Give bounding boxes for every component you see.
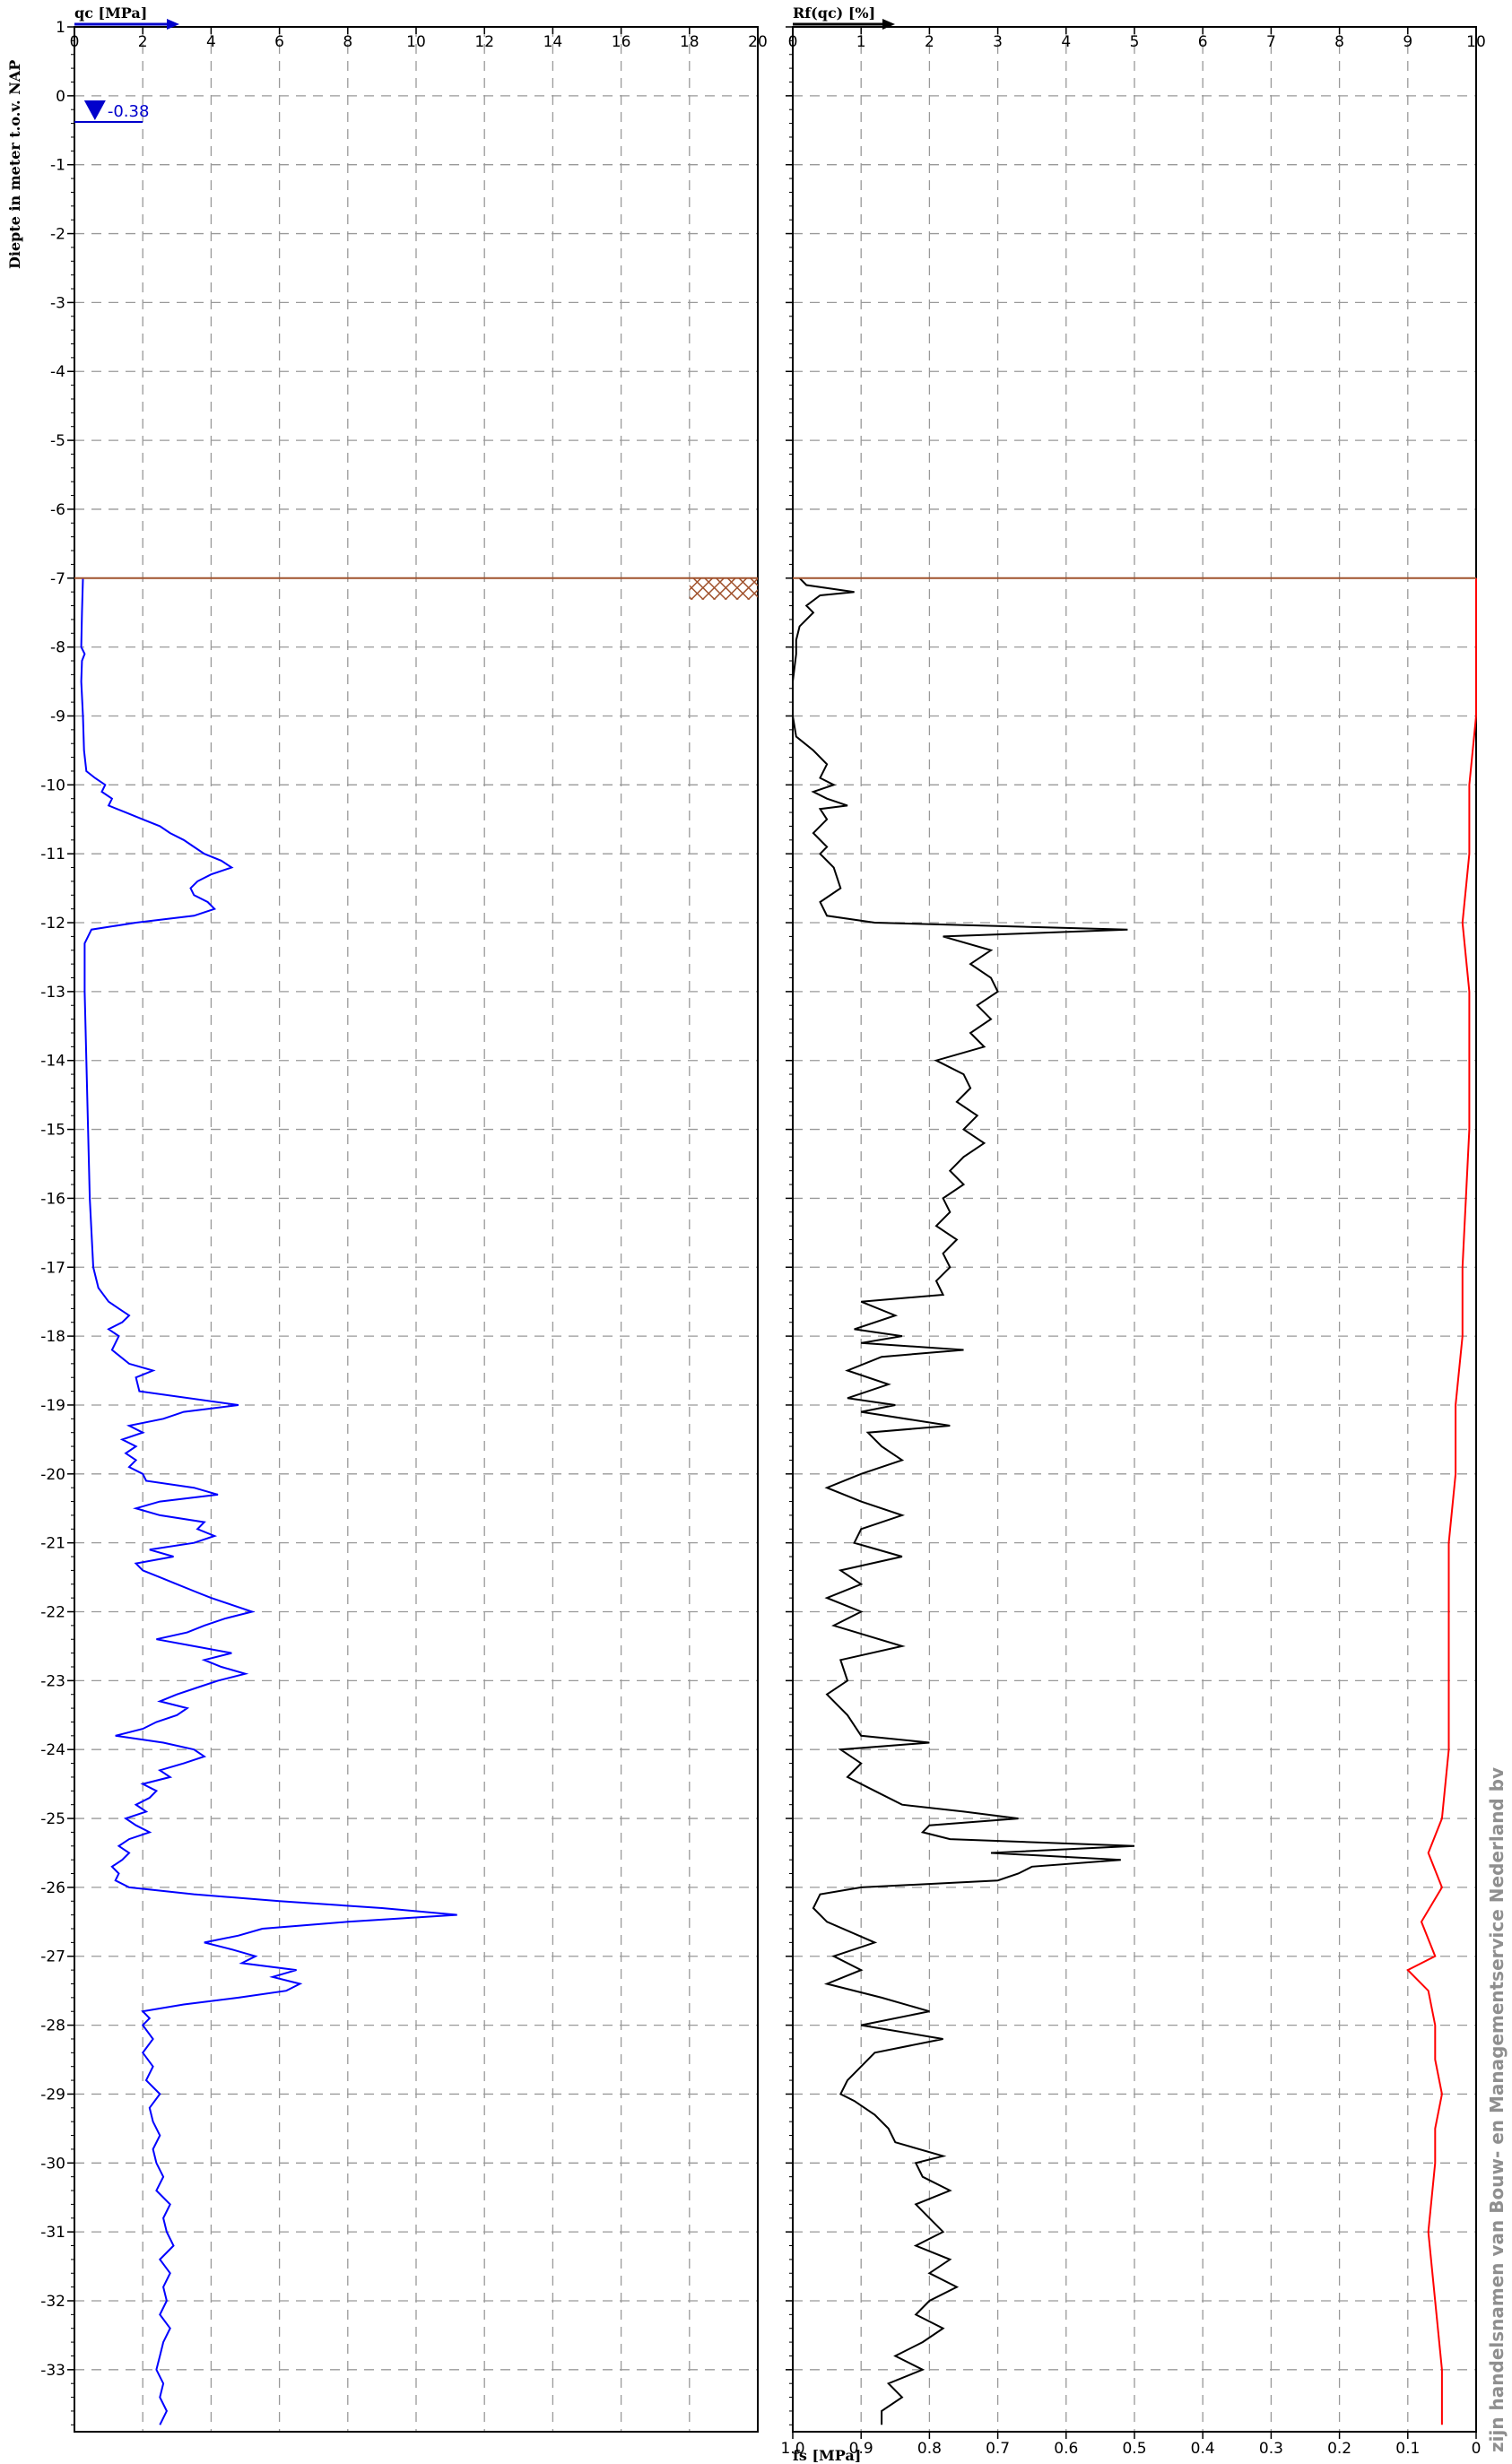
qc-axis-label: qc [MPa] [74, 4, 147, 22]
depth-tick-label: -32 [40, 2293, 65, 2311]
depth-tick-label: -26 [40, 1879, 65, 1897]
watermark-text: zijn handelsnamen van Bouw- en Managemen… [1486, 1767, 1508, 2452]
depth-tick-label: 0 [56, 88, 65, 106]
rf-panel-frame [792, 26, 1477, 2433]
depth-tick-label: -8 [50, 639, 65, 657]
depth-tick-label: -6 [50, 501, 65, 519]
depth-tick-label: -14 [40, 1053, 65, 1071]
depth-tick-label: -29 [40, 2086, 65, 2104]
qc-tick-label: 12 [474, 33, 494, 51]
qc-tick-label: 16 [612, 33, 631, 51]
depth-tick-label: -11 [40, 846, 65, 863]
groundwater-label: -0.38 [108, 102, 150, 121]
fs-tick-label: 0.8 [917, 2440, 942, 2458]
qc-tick-label: 14 [543, 33, 563, 51]
depth-tick-label: -16 [40, 1190, 65, 1208]
rf-tick-label: 4 [1061, 33, 1071, 51]
groundwater-triangle-icon [83, 100, 106, 121]
qc-series-line [80, 577, 457, 2425]
rf-tick-label: 9 [1403, 33, 1412, 51]
depth-tick-label: -20 [40, 1466, 65, 1484]
depth-tick-label: -27 [40, 1948, 65, 1966]
depth-tick-label: -13 [40, 984, 65, 1002]
qc-panel: 10-1-2-3-4-5-6-7-8-9-10-11-12-13-14-15-1… [6, 4, 793, 2433]
rf-tick-label: 3 [993, 33, 1003, 51]
fs-axis-ticks: 1.0 0.9 0.8 0.7 0.6 0.5 0.4 0.3 0.2 0.1 0 [780, 2432, 1481, 2458]
depth-tick-label: -2 [50, 226, 65, 244]
rf-panel: 0 1 2 3 4 5 6 7 8 9 10 1.0 0.9 0.8 0.7 0.6 0.5 0.4 0.3 0.2… [780, 4, 1485, 2464]
fs-tick-label: 0.6 [1054, 2440, 1078, 2458]
rf-tick-label: 6 [1198, 33, 1208, 51]
depth-tick-label: -4 [50, 363, 65, 381]
depth-tick-label: -10 [40, 777, 65, 794]
depth-tick-label: -25 [40, 1810, 65, 1828]
depth-tick-label: -33 [40, 2362, 65, 2380]
depth-tick-label: -15 [40, 1122, 65, 1140]
depth-tick-label: -12 [40, 915, 65, 933]
depth-tick-label: -31 [40, 2224, 65, 2242]
depth-tick-label: -19 [40, 1397, 65, 1415]
depth-tick-label: -3 [50, 294, 65, 312]
qc-grid [74, 26, 759, 2432]
rf-tick-label: 8 [1334, 33, 1344, 51]
depth-tick-label: -23 [40, 1672, 65, 1690]
rf-grid [792, 26, 1477, 2432]
fs-tick-label: 0.7 [986, 2440, 1010, 2458]
depth-tick-label: 1 [56, 19, 65, 37]
surface-hatch [689, 577, 758, 600]
fs-tick-label: 0.9 [849, 2440, 873, 2458]
fs-tick-label: 1.0 [780, 2440, 804, 2458]
depth-tick-label: -30 [40, 2155, 65, 2173]
rf-axis-arrowhead [882, 19, 895, 30]
rf-tick-label: 2 [925, 33, 934, 51]
qc-axis-arrowhead [167, 19, 179, 30]
depth-tick-label: -17 [40, 1259, 65, 1277]
fs-tick-label: 0.5 [1122, 2440, 1146, 2458]
depth-tick-label: -22 [40, 1604, 65, 1622]
qc-tick-label: 10 [406, 33, 426, 51]
depth-tick-label: -18 [40, 1328, 65, 1346]
fs-series-line [1406, 577, 1477, 2425]
depth-tick-label: -5 [50, 432, 65, 450]
rf-axis-label: Rf(qc) [%] [793, 4, 875, 22]
rf-axis-ticks: 0 1 2 3 4 5 6 7 8 9 10 [788, 27, 1486, 51]
rf-tick-label: 5 [1130, 33, 1140, 51]
fs-tick-label: 0.2 [1327, 2440, 1351, 2458]
qc-tick-label: 4 [206, 33, 216, 51]
rf-series-line [792, 577, 1135, 2425]
rf-tick-label: 7 [1266, 33, 1276, 51]
fs-tick-label: 0.4 [1191, 2440, 1215, 2458]
fs-axis-label: fs [MPa] [793, 2447, 861, 2464]
depth-axis-ticks: 10-1-2-3-4-5-6-7-8-9-10-11-12-13-14-15-1… [40, 19, 793, 2425]
depth-tick-label: -21 [40, 1535, 65, 1553]
qc-tick-label: 8 [343, 33, 352, 51]
depth-tick-label: -9 [50, 707, 65, 725]
fs-tick-label: 0 [1472, 2440, 1482, 2458]
groundwater-marker: -0.38 [74, 100, 150, 124]
depth-axis-label: Diepte in meter t.o.v. NAP [6, 60, 23, 269]
qc-axis-ticks: 0 2 4 6 8 10 12 14 16 18 20 [70, 27, 768, 51]
fs-tick-label: 0.1 [1395, 2440, 1420, 2458]
qc-tick-label: 2 [138, 33, 148, 51]
depth-tick-label: -28 [40, 2017, 65, 2035]
qc-tick-label: 18 [680, 33, 700, 51]
rf-tick-label: 1 [856, 33, 866, 51]
qc-tick-label: 6 [274, 33, 284, 51]
depth-tick-label: -24 [40, 1741, 65, 1759]
depth-tick-label: -1 [50, 157, 65, 175]
fs-tick-label: 0.3 [1259, 2440, 1283, 2458]
depth-tick-label: -7 [50, 570, 65, 588]
